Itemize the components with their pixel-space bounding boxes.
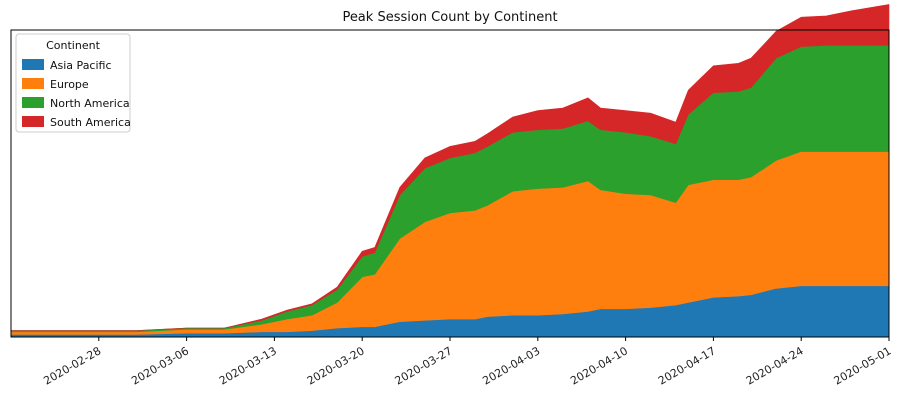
- x-tick-label: 2020-03-06: [129, 344, 191, 387]
- x-tick-label: 2020-03-20: [305, 344, 367, 387]
- legend-label-asia-pacific: Asia Pacific: [50, 59, 112, 72]
- x-tick-label: 2020-03-27: [393, 344, 455, 387]
- x-axis: 2020-02-28 2020-03-06 2020-03-13 2020-03-20…: [41, 337, 894, 388]
- area-south-america: [11, 4, 890, 331]
- legend-title: Continent: [46, 39, 100, 52]
- areas-layer: [10, 4, 890, 338]
- legend-label-south-america: South America: [50, 116, 131, 129]
- x-tick-label: 2020-05-01: [832, 344, 894, 387]
- legend-box: [15, 33, 131, 133]
- legend-label-north-america: North America: [50, 97, 130, 110]
- x-tick-label: 2020-04-24: [744, 344, 806, 387]
- legend: Continent Asia Pacific Europe North Americ…: [15, 33, 131, 133]
- x-tick-label: 2020-04-17: [656, 344, 718, 387]
- legend-label-europe: Europe: [50, 78, 89, 91]
- legend-swatch-asia-pacific: [22, 59, 44, 70]
- legend-swatch-south-america: [22, 116, 44, 127]
- x-tick-label: 2020-03-13: [217, 344, 279, 387]
- x-tick-label: 2020-04-03: [480, 344, 542, 387]
- legend-swatch-north-america: [22, 97, 44, 108]
- x-tick-label: 2020-02-28: [41, 344, 103, 387]
- chart-title: Peak Session Count by Continent: [342, 10, 557, 25]
- legend-swatch-europe: [22, 78, 44, 89]
- x-tick-label: 2020-04-10: [568, 344, 630, 387]
